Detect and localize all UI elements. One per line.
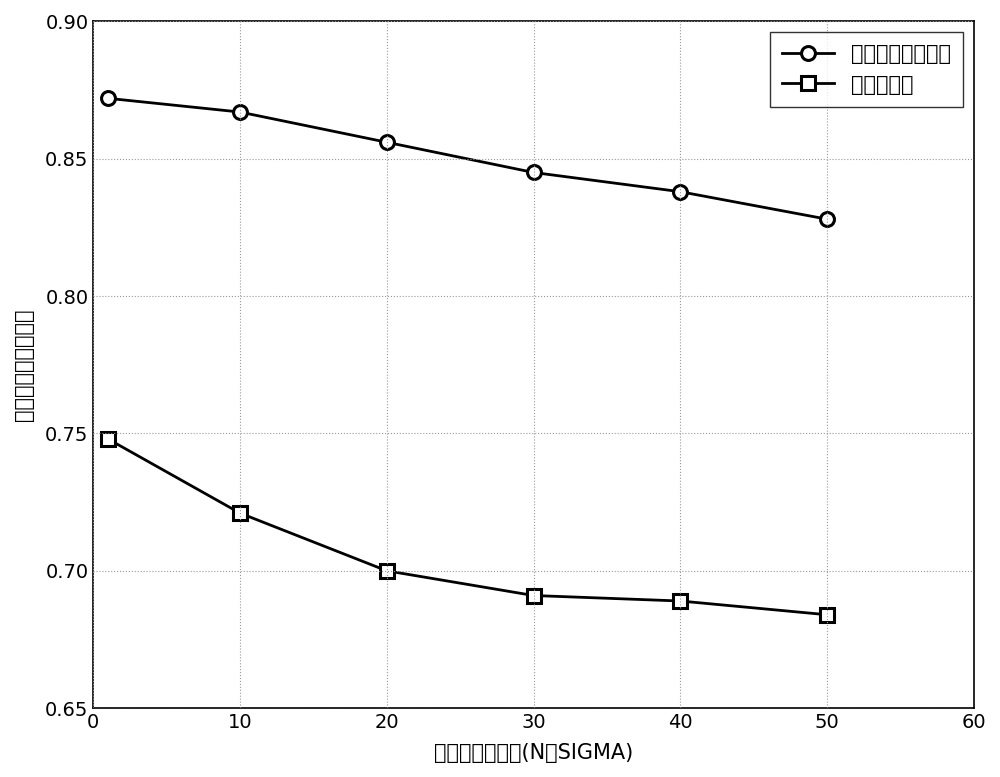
Y-axis label: 辐射源群聚类正确率: 辐射源群聚类正确率 xyxy=(14,308,34,421)
近邻点传播聚类法 xyxy=(381,138,393,147)
Line: 简单聚类法: 简单聚类法 xyxy=(101,432,834,622)
Line: 近邻点传播聚类法: 近邻点传播聚类法 xyxy=(101,92,834,226)
近邻点传播聚类法 xyxy=(102,94,114,103)
X-axis label: 观测误差标准差(N個SIGMA): 观测误差标准差(N個SIGMA) xyxy=(434,743,633,763)
简单聚类法 xyxy=(821,610,833,619)
近邻点传播聚类法 xyxy=(821,214,833,224)
简单聚类法 xyxy=(674,596,686,605)
简单聚类法 xyxy=(528,591,540,600)
简单聚类法 xyxy=(234,508,246,517)
近邻点传播聚类法 xyxy=(234,107,246,117)
近邻点传播聚类法 xyxy=(674,187,686,197)
简单聚类法 xyxy=(381,566,393,576)
近邻点传播聚类法 xyxy=(528,168,540,177)
Legend: 近邻点传播聚类法, 简单聚类法: 近邻点传播聚类法, 简单聚类法 xyxy=(770,32,963,107)
简单聚类法 xyxy=(102,434,114,444)
